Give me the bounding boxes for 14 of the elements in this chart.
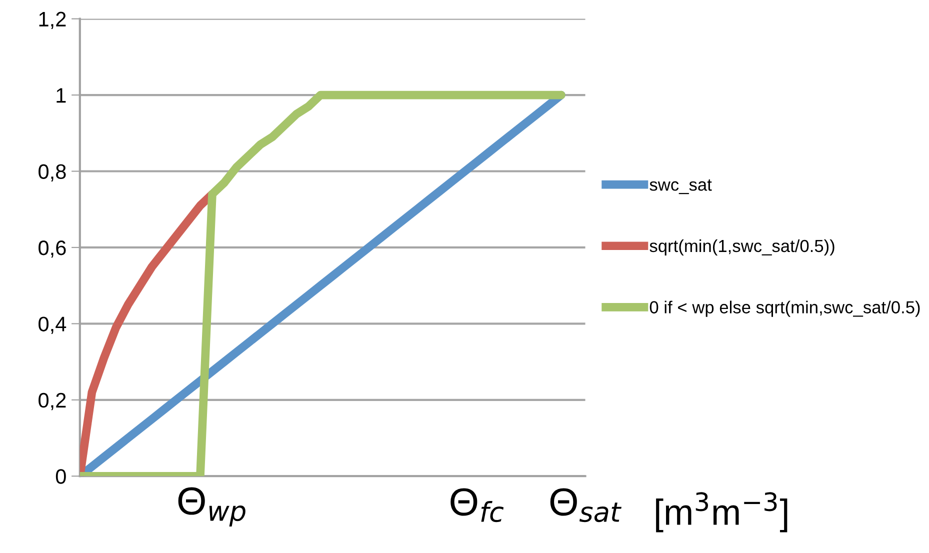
- y-tick-label: 0,8: [38, 164, 66, 182]
- y-tick-label: 0,4: [38, 316, 66, 334]
- y-tick-label: 0: [56, 469, 66, 484]
- x-tick-label: Θ$_{wp}$: [178, 487, 246, 526]
- y-tick-label: 0,2: [38, 392, 66, 410]
- legend-label: 0 if < wp else sqrt(min,swc_sat/0.5): [650, 300, 920, 317]
- x-tick-label: Θ$_{fc}$: [450, 488, 504, 522]
- x-tick-label: Θ$_{sat}$: [550, 488, 622, 522]
- y-tick-label: 1,2: [39, 12, 66, 30]
- y-tick-label: 0,6: [38, 240, 66, 258]
- legend-label: swc_sat: [650, 179, 712, 194]
- y-tick-label: 1: [56, 88, 66, 103]
- legend-label: sqrt(min(1,swc_sat/0.5)): [650, 239, 834, 256]
- x-axis-title: [m$^{3}$m$^{−3}$]: [656, 492, 788, 532]
